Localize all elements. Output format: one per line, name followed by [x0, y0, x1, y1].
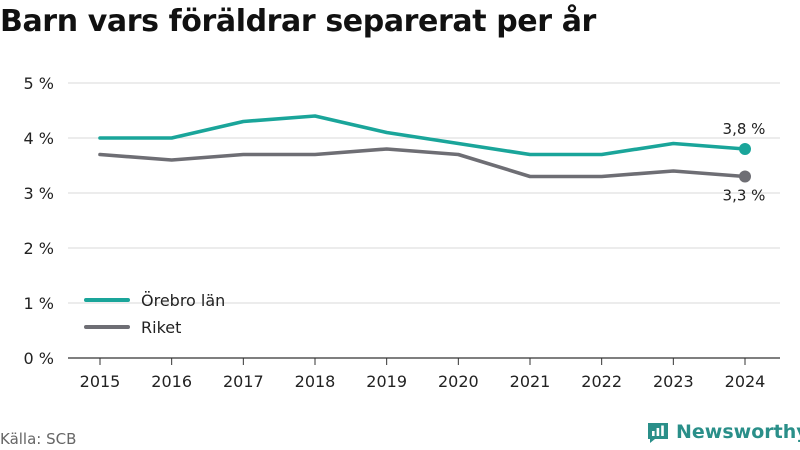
y-tick-label: 2 % [24, 239, 54, 258]
y-tick-label: 5 % [24, 74, 54, 93]
x-tick-label: 2024 [725, 372, 766, 391]
x-tick-label: 2021 [510, 372, 551, 391]
newsworthy-logo-icon [648, 423, 668, 443]
series-line-riket [98, 147, 747, 179]
chart-title: Barn vars föräldrar separerat per år [0, 4, 596, 39]
brand-name: Newsworthy [676, 421, 800, 443]
legend-label: Örebro län [141, 291, 225, 310]
x-tick-label: 2020 [438, 372, 479, 391]
grid-layer [68, 82, 780, 359]
end-value-label: 3,8 % [723, 120, 766, 138]
y-tick-label: 3 % [24, 184, 54, 203]
x-tick-label: 2016 [151, 372, 192, 391]
y-tick-label: 4 % [24, 129, 54, 148]
line-chart: 0 %1 %2 %3 %4 %5 % 2015 2016 2017 2018 2019 2… [24, 74, 780, 391]
newsworthy-logo: Newsworthy [646, 420, 800, 444]
end-point-marker [739, 143, 751, 155]
y-tick-label: 1 % [24, 294, 54, 313]
source-note: Källa: SCB [0, 430, 77, 448]
x-tick-label: 2017 [223, 372, 264, 391]
x-tick-label: 2022 [581, 372, 622, 391]
x-tick-label: 2015 [80, 372, 121, 391]
end-point-marker [739, 170, 751, 183]
series-line-orebro [98, 114, 747, 157]
y-tick-labels: 0 % 1 % 2 % 3 % 4 % 5 % [24, 74, 54, 368]
end-value-label: 3,3 % [723, 187, 766, 205]
x-tick-label: 2018 [295, 372, 336, 391]
x-tick-labels: 2015 2016 2017 2018 2019 2020 2021 2022 2023 2024 [80, 358, 766, 391]
legend-label: Riket [141, 318, 181, 337]
x-tick-label: 2019 [366, 372, 407, 391]
x-tick-label: 2023 [653, 372, 694, 391]
series-layer: 3,8 % 3,3 % [98, 114, 766, 205]
y-tick-label: 0 % [24, 349, 54, 368]
legend: Örebro län Riket [84, 291, 225, 337]
